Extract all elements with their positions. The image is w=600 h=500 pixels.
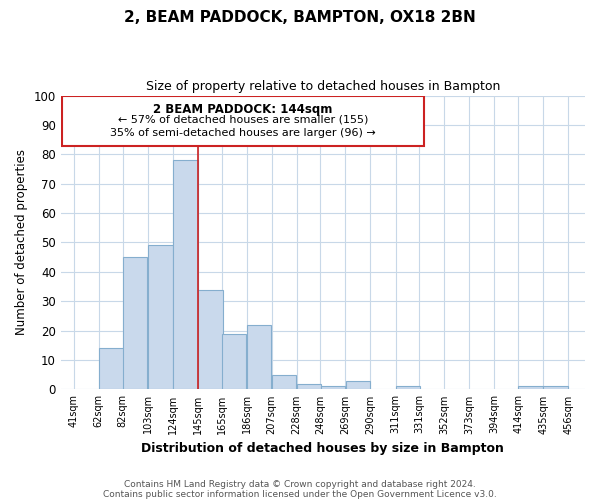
Text: 2 BEAM PADDOCK: 144sqm: 2 BEAM PADDOCK: 144sqm [154, 103, 332, 116]
Text: Contains HM Land Registry data © Crown copyright and database right 2024.: Contains HM Land Registry data © Crown c… [124, 480, 476, 489]
Text: Contains public sector information licensed under the Open Government Licence v3: Contains public sector information licen… [103, 490, 497, 499]
Title: Size of property relative to detached houses in Bampton: Size of property relative to detached ho… [146, 80, 500, 93]
Y-axis label: Number of detached properties: Number of detached properties [15, 150, 28, 336]
Bar [198, 290, 223, 390]
Bar [99, 348, 124, 390]
Text: 2, BEAM PADDOCK, BAMPTON, OX18 2BN: 2, BEAM PADDOCK, BAMPTON, OX18 2BN [124, 10, 476, 25]
Text: 35% of semi-detached houses are larger (96) →: 35% of semi-detached houses are larger (… [110, 128, 376, 138]
Bar [173, 160, 197, 390]
Bar [320, 386, 345, 390]
Bar [544, 386, 568, 390]
Text: ← 57% of detached houses are smaller (155): ← 57% of detached houses are smaller (15… [118, 114, 368, 124]
Bar [396, 386, 421, 390]
Bar [297, 384, 322, 390]
Bar [346, 380, 370, 390]
X-axis label: Distribution of detached houses by size in Bampton: Distribution of detached houses by size … [142, 442, 504, 455]
Bar [518, 386, 543, 390]
Bar [247, 325, 271, 390]
Bar [272, 374, 296, 390]
Bar [123, 257, 148, 390]
FancyBboxPatch shape [62, 96, 424, 146]
Bar [148, 246, 173, 390]
Bar [222, 334, 247, 390]
